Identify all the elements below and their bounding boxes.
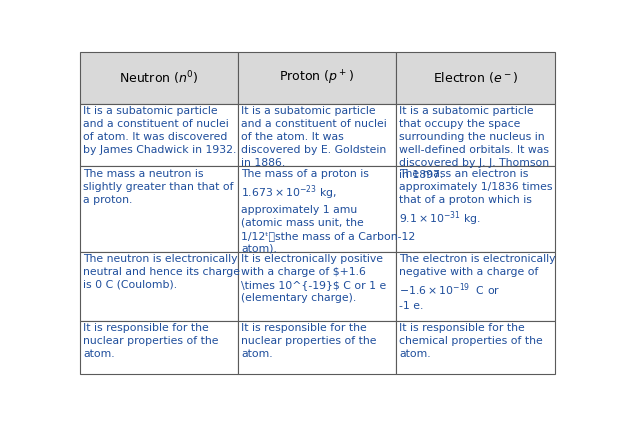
Bar: [238, 52, 396, 104]
Bar: [80, 166, 238, 252]
Text: Electron ($e^-$): Electron ($e^-$): [433, 70, 518, 86]
Text: It is responsible for the
nuclear properties of the
atom.: It is responsible for the nuclear proper…: [83, 324, 219, 359]
Text: It is responsible for the
chemical properties of the
atom.: It is responsible for the chemical prope…: [399, 324, 543, 359]
Bar: [80, 321, 238, 374]
Bar: [238, 166, 396, 252]
Text: It is a subatomic particle
that occupy the space
surrounding the nucleus in
well: It is a subatomic particle that occupy t…: [399, 106, 550, 180]
Text: It is a subatomic particle
and a constituent of nuclei
of atom. It was discovere: It is a subatomic particle and a constit…: [83, 106, 236, 155]
Text: It is responsible for the
nuclear properties of the
atom.: It is responsible for the nuclear proper…: [241, 324, 377, 359]
Text: It is a subatomic particle
and a constituent of nuclei
of the atom. It was
disco: It is a subatomic particle and a constit…: [241, 106, 387, 168]
Text: Neutron ($n^0$): Neutron ($n^0$): [119, 69, 199, 87]
Text: The electron is electronically
negative with a charge of
$-1.6 \times 10^{-19}$ : The electron is electronically negative …: [399, 254, 556, 311]
Bar: [396, 321, 555, 374]
Text: The mass an electron is
approximately 1/1836 times
that of a proton which is
$9.: The mass an electron is approximately 1/…: [399, 169, 553, 228]
Bar: [238, 104, 396, 166]
Text: The mass of a proton is
$1.673 \times 10^{-23}$ kg,
approximately 1 amu
(atomic : The mass of a proton is $1.673 \times 10…: [241, 169, 415, 254]
Bar: [80, 252, 238, 321]
Text: Proton ($p^+$): Proton ($p^+$): [279, 69, 355, 87]
Bar: [80, 52, 238, 104]
Bar: [396, 252, 555, 321]
Bar: [396, 166, 555, 252]
Bar: [396, 52, 555, 104]
Bar: [80, 104, 238, 166]
Text: The neutron is electronically
neutral and hence its charge
is 0 C (Coulomb).: The neutron is electronically neutral an…: [83, 254, 240, 290]
Text: It is electronically positive
with a charge of $+1.6
\times 10^{-19}$ C or 1 e
(: It is electronically positive with a cha…: [241, 254, 386, 303]
Bar: [238, 321, 396, 374]
Bar: [396, 104, 555, 166]
Bar: [238, 252, 396, 321]
Text: The mass a neutron is
slightly greater than that of
a proton.: The mass a neutron is slightly greater t…: [83, 169, 233, 205]
